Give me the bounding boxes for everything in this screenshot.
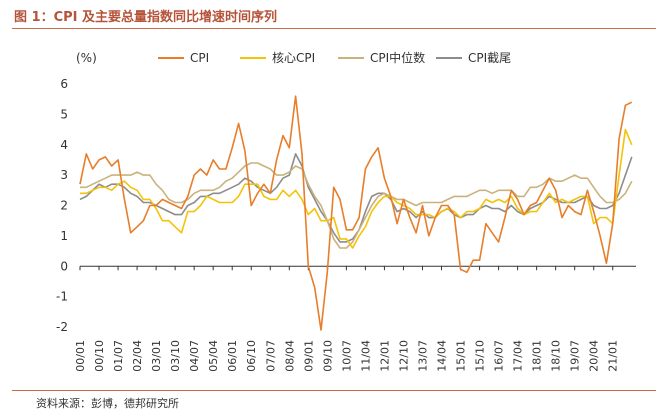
series-line	[80, 162, 633, 249]
x-tick-label: 12/10	[397, 340, 410, 372]
x-tick-label: 17/04	[512, 340, 525, 372]
x-tick-label: 12/01	[378, 340, 391, 372]
x-tick-label: 18/10	[550, 340, 563, 372]
y-tick-label: -1	[56, 290, 68, 304]
x-tick-label: 04/07	[188, 340, 201, 372]
x-axis: 00/01 00/10 01/07 02/04 03/01 03/10 04/07 05/04…	[74, 265, 636, 372]
x-tick-label: 01/07	[112, 340, 125, 372]
chart-legend: CPI 核心CPI CPI中位数 CPI截尾	[158, 50, 511, 65]
x-tick-label: 03/10	[169, 340, 182, 372]
x-tick-label: 00/01	[74, 340, 87, 372]
y-tick-label: 1	[60, 229, 68, 243]
y-tick-label: 4	[60, 138, 68, 152]
x-tick-label: 05/04	[207, 340, 220, 372]
x-tick-label: 19/07	[569, 340, 582, 372]
x-tick-label: 09/01	[302, 340, 315, 372]
chart-title: 图 1：CPI 及主要总量指数同比增速时间序列	[14, 10, 278, 25]
x-tick-label: 18/01	[531, 340, 544, 372]
source-note: 资料来源：彭博，德邦研究所	[36, 397, 179, 410]
y-axis: 6 5 4 3 2 1 0 -1 -2	[56, 77, 68, 334]
y-tick-label: 5	[60, 107, 68, 121]
x-tick-label: 09/10	[321, 340, 334, 372]
series-lines	[79, 95, 633, 331]
x-tick-label: 08/04	[283, 340, 296, 372]
y-axis-unit-label: (%)	[76, 51, 97, 65]
x-tick-label: 10/07	[340, 340, 353, 372]
y-tick-label: 2	[60, 199, 68, 213]
source-divider	[12, 390, 656, 391]
legend-label: CPI	[190, 51, 209, 65]
series-line	[79, 153, 633, 243]
x-tick-label: 14/04	[436, 340, 449, 372]
legend-label: CPI截尾	[468, 51, 511, 65]
series-line	[80, 128, 633, 249]
series-line	[79, 95, 633, 331]
y-tick-label: 3	[60, 168, 68, 182]
title-divider	[12, 28, 656, 29]
x-tick-label: 21/01	[607, 340, 620, 372]
legend-label: 核心CPI	[272, 51, 315, 65]
y-tick-label: -2	[56, 320, 68, 334]
x-tick-label: 03/01	[150, 340, 163, 372]
y-tick-label: 6	[60, 77, 68, 91]
x-tick-label: 07/07	[264, 340, 277, 372]
x-tick-label: 15/01	[455, 340, 468, 372]
x-tick-label: 06/10	[245, 340, 258, 372]
x-tick-label: 20/04	[588, 340, 601, 372]
x-tick-label: 13/07	[416, 340, 429, 372]
legend-label: CPI中位数	[370, 50, 425, 65]
x-tick-label: 02/04	[131, 340, 144, 372]
x-tick-label: 11/04	[359, 340, 372, 372]
x-tick-label: 15/10	[474, 340, 487, 372]
x-tick-label: 16/07	[493, 340, 506, 372]
x-tick-label: 00/10	[93, 340, 106, 372]
y-tick-label: 0	[60, 259, 68, 273]
x-tick-label: 06/01	[226, 340, 239, 372]
